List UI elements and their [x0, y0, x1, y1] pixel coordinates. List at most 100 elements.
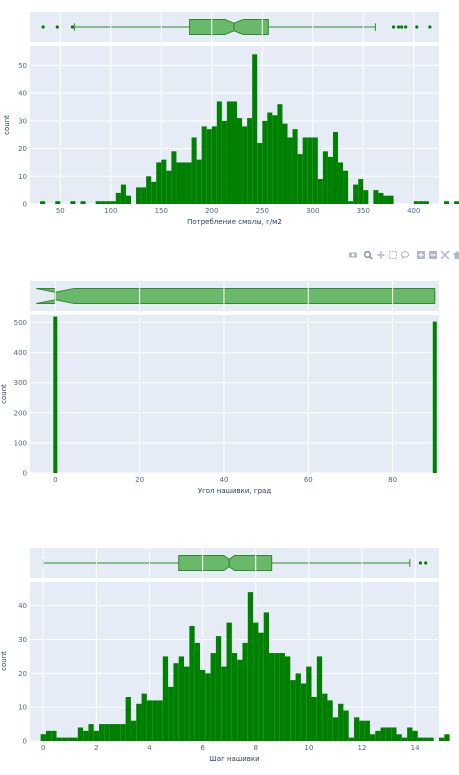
histogram-bar[interactable]: [187, 162, 192, 204]
histogram-bar[interactable]: [317, 656, 322, 741]
histogram-bar[interactable]: [288, 137, 293, 204]
histogram-bar[interactable]: [418, 738, 423, 741]
box-outlier[interactable]: [400, 25, 403, 28]
histogram-bar[interactable]: [157, 700, 162, 741]
histogram-bar[interactable]: [78, 727, 83, 741]
histogram-bar[interactable]: [428, 738, 433, 741]
histogram-bar[interactable]: [248, 592, 253, 741]
histogram-bar[interactable]: [363, 190, 368, 204]
histogram-bar[interactable]: [227, 623, 232, 741]
histogram-bar[interactable]: [197, 160, 202, 204]
histogram-bar[interactable]: [46, 731, 51, 741]
histogram-bar[interactable]: [391, 727, 396, 741]
histogram-bar[interactable]: [285, 656, 290, 741]
zoom-icon[interactable]: [365, 252, 372, 259]
histogram-bar[interactable]: [424, 201, 429, 204]
histogram-bar[interactable]: [237, 118, 242, 204]
histogram-bar[interactable]: [333, 717, 338, 741]
histogram-bar[interactable]: [433, 322, 437, 473]
histogram-bar[interactable]: [354, 717, 359, 741]
histogram-bar[interactable]: [383, 196, 388, 204]
box-body[interactable]: [190, 20, 269, 35]
histogram-bar[interactable]: [110, 724, 115, 741]
histogram-bar[interactable]: [131, 721, 136, 741]
histogram-bar[interactable]: [378, 193, 383, 204]
histogram-bar[interactable]: [176, 162, 181, 204]
histogram-bar[interactable]: [258, 633, 263, 741]
box-outlier[interactable]: [404, 25, 407, 28]
histogram-bar[interactable]: [200, 670, 205, 741]
histogram-bar[interactable]: [152, 700, 157, 741]
histogram-bar[interactable]: [353, 185, 358, 204]
histogram-bar[interactable]: [323, 151, 328, 204]
histogram-bar[interactable]: [222, 121, 227, 204]
pan-icon[interactable]: [377, 251, 385, 259]
histogram-bar[interactable]: [67, 738, 72, 741]
histogram-bar[interactable]: [454, 201, 459, 204]
box-outlier[interactable]: [415, 25, 418, 28]
histogram-bar[interactable]: [232, 101, 237, 204]
histogram-bar[interactable]: [359, 721, 364, 741]
histogram-bar[interactable]: [423, 738, 428, 741]
histogram-bar[interactable]: [373, 190, 378, 204]
histogram-bar[interactable]: [343, 171, 348, 204]
histogram-bar[interactable]: [96, 201, 101, 204]
histogram-bar[interactable]: [298, 154, 303, 204]
histogram-bar[interactable]: [55, 201, 60, 204]
histogram-bar[interactable]: [207, 129, 212, 204]
histogram-bar[interactable]: [161, 160, 166, 204]
histogram-bar[interactable]: [147, 700, 152, 741]
histogram-bar[interactable]: [242, 643, 247, 741]
histogram-bar[interactable]: [349, 738, 354, 741]
box-outlier[interactable]: [56, 25, 59, 28]
histogram-bar[interactable]: [184, 667, 189, 741]
histogram-bar[interactable]: [195, 643, 200, 741]
histogram-bar[interactable]: [205, 673, 210, 741]
histogram-bar[interactable]: [51, 731, 56, 741]
histogram-bar[interactable]: [247, 118, 252, 204]
reset-axes-icon[interactable]: [453, 251, 459, 259]
histogram-bar[interactable]: [136, 187, 141, 204]
histogram-bar[interactable]: [173, 663, 178, 741]
histogram-bar[interactable]: [126, 196, 131, 204]
histogram-bar[interactable]: [106, 201, 111, 204]
box-body[interactable]: [179, 556, 272, 571]
histogram-bar[interactable]: [116, 193, 121, 204]
histogram-bar[interactable]: [313, 137, 318, 204]
histogram-bar[interactable]: [163, 656, 168, 741]
histogram-bar[interactable]: [111, 201, 116, 204]
histogram-bar[interactable]: [439, 738, 444, 741]
histogram-bar[interactable]: [166, 171, 171, 204]
histogram-bar[interactable]: [101, 201, 106, 204]
histogram-bar[interactable]: [253, 623, 258, 741]
histogram-bar[interactable]: [333, 132, 338, 204]
histogram-bar[interactable]: [94, 731, 99, 741]
histogram-bar[interactable]: [267, 113, 272, 204]
histogram-bar[interactable]: [308, 137, 313, 204]
histogram-bar[interactable]: [221, 667, 226, 741]
histogram-bar[interactable]: [412, 731, 417, 741]
histogram-bar[interactable]: [407, 727, 412, 741]
histogram-bar[interactable]: [296, 673, 301, 741]
box-outlier[interactable]: [428, 25, 431, 28]
histogram-bar[interactable]: [381, 727, 386, 741]
histogram-bar[interactable]: [358, 179, 363, 204]
histogram-bar[interactable]: [322, 694, 327, 741]
histogram-bar[interactable]: [232, 653, 237, 741]
histogram-bar[interactable]: [88, 724, 93, 741]
histogram-bar[interactable]: [343, 711, 348, 741]
modebar[interactable]: [349, 251, 459, 259]
histogram-bar[interactable]: [274, 653, 279, 741]
histogram-bar[interactable]: [126, 697, 131, 741]
box-plot-2[interactable]: [36, 289, 434, 304]
histogram-bar[interactable]: [419, 201, 424, 204]
histogram-bar[interactable]: [202, 126, 207, 204]
histogram-bar[interactable]: [264, 612, 269, 741]
lasso-icon[interactable]: [401, 252, 408, 259]
histogram-bar[interactable]: [370, 734, 375, 741]
autoscale-icon[interactable]: [441, 251, 449, 259]
histogram-bar[interactable]: [303, 137, 308, 204]
histogram-bar[interactable]: [121, 185, 126, 204]
histogram-bar[interactable]: [99, 724, 104, 741]
histogram-bar[interactable]: [62, 738, 67, 741]
